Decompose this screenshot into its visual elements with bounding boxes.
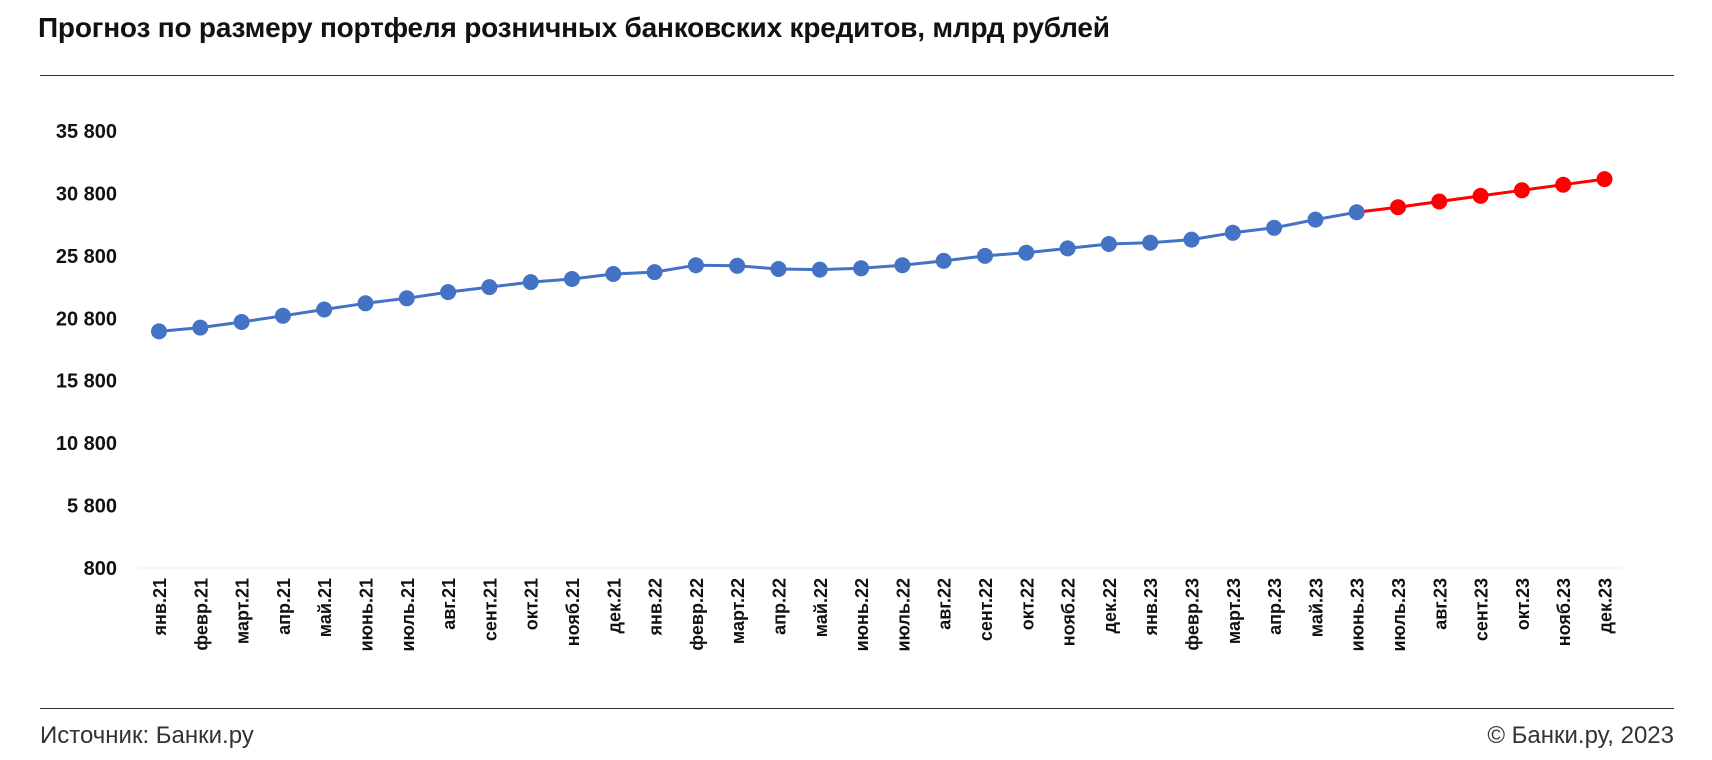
data-point	[151, 323, 167, 340]
data-point	[605, 266, 622, 282]
x-tick-label: янв.22	[646, 578, 666, 636]
series-layer	[151, 171, 1613, 340]
x-tick-label: нояб.21	[563, 578, 583, 646]
x-tick-label: апр.21	[274, 578, 294, 635]
x-axis: янв.21 февр.21 март.21 апр.21 май.21 июнь.21 и…	[150, 578, 1616, 652]
x-tick-label: дек.22	[1100, 578, 1120, 633]
y-tick-label: 35 800	[56, 121, 117, 143]
data-point	[1307, 211, 1324, 228]
y-tick-label: 5 800	[67, 496, 117, 518]
data-point	[687, 257, 704, 274]
data-point	[770, 261, 787, 277]
data-point	[646, 264, 663, 281]
x-tick-label: июль.22	[893, 578, 913, 652]
x-tick-label: сент.23	[1472, 578, 1492, 641]
data-point	[1224, 224, 1241, 241]
chart-title: Прогноз по размеру портфеля розничных ба…	[38, 12, 1110, 43]
line-chart: 800 5 800 10 800 15 800 20 800 25 800 30 800 35…	[56, 121, 1622, 652]
data-point	[1431, 193, 1448, 210]
data-point	[977, 247, 993, 264]
data-point	[192, 319, 209, 336]
x-tick-label: окт.21	[522, 578, 542, 630]
x-tick-label: окт.23	[1513, 578, 1533, 630]
x-tick-label: дек.21	[604, 578, 624, 633]
x-tick-label: март.22	[728, 578, 748, 644]
data-point	[1348, 204, 1365, 221]
x-tick-label: июнь.22	[852, 578, 872, 651]
data-point	[853, 260, 870, 277]
x-tick-label: март.23	[1224, 578, 1244, 644]
data-point	[1513, 182, 1530, 199]
data-point	[440, 284, 457, 301]
data-point	[481, 279, 498, 296]
x-tick-label: апр.22	[770, 578, 790, 635]
data-point	[1472, 187, 1489, 204]
data-point	[1596, 171, 1613, 188]
x-tick-label: июнь.23	[1348, 578, 1368, 651]
x-tick-label: май.22	[811, 578, 831, 637]
data-point	[1390, 199, 1406, 216]
data-point	[1555, 176, 1572, 193]
y-tick-label: 30 800	[56, 183, 117, 205]
y-tick-label: 20 800	[56, 308, 117, 330]
bottom-divider	[40, 708, 1674, 709]
data-point	[564, 271, 580, 287]
x-tick-label: апр.23	[1265, 578, 1285, 635]
copyright-note: © Банки.ру, 2023	[1487, 722, 1674, 749]
x-tick-label: дек.23	[1596, 578, 1616, 633]
x-tick-label: июнь.21	[357, 578, 377, 651]
y-axis: 800 5 800 10 800 15 800 20 800 25 800 30 800 35…	[56, 121, 117, 580]
data-point	[316, 301, 333, 318]
y-tick-label: 15 800	[56, 371, 117, 393]
x-tick-label: март.21	[233, 578, 253, 644]
data-point	[1183, 231, 1200, 248]
x-tick-label: июль.23	[1389, 578, 1409, 652]
x-tick-label: нояб.22	[1059, 578, 1079, 646]
x-tick-label: май.21	[315, 578, 335, 637]
data-point	[894, 257, 911, 274]
data-point	[233, 314, 250, 330]
x-tick-label: авг.22	[935, 578, 955, 630]
x-tick-label: февр.23	[1183, 578, 1203, 651]
x-tick-label: янв.23	[1141, 578, 1161, 636]
x-tick-label: февр.22	[687, 578, 707, 651]
data-point	[935, 252, 952, 269]
x-tick-label: май.23	[1306, 578, 1326, 637]
y-tick-label: 10 800	[56, 433, 117, 455]
top-divider	[40, 75, 1674, 76]
x-tick-label: авг.21	[439, 578, 459, 630]
y-tick-label: 25 800	[56, 246, 117, 268]
x-tick-label: февр.21	[191, 578, 211, 651]
x-tick-label: сент.22	[976, 578, 996, 641]
series-line-0	[158, 210, 1357, 333]
data-point	[398, 290, 415, 307]
x-tick-label: авг.23	[1430, 578, 1450, 630]
data-point	[274, 307, 291, 324]
data-point	[729, 257, 746, 274]
x-tick-label: сент.21	[480, 578, 500, 641]
data-point	[1266, 219, 1283, 236]
data-point	[1100, 236, 1117, 252]
data-point	[1059, 240, 1076, 257]
y-tick-label: 800	[84, 558, 117, 580]
data-point	[1018, 244, 1035, 261]
source-note: Источник: Банки.ру	[40, 722, 254, 749]
data-point	[357, 295, 374, 312]
x-tick-label: июль.21	[398, 578, 418, 652]
x-tick-label: нояб.23	[1554, 578, 1574, 646]
x-tick-label: янв.21	[150, 578, 170, 636]
data-point	[811, 261, 828, 278]
x-tick-label: окт.22	[1017, 578, 1037, 630]
data-point	[522, 274, 539, 291]
data-point	[1142, 234, 1159, 251]
